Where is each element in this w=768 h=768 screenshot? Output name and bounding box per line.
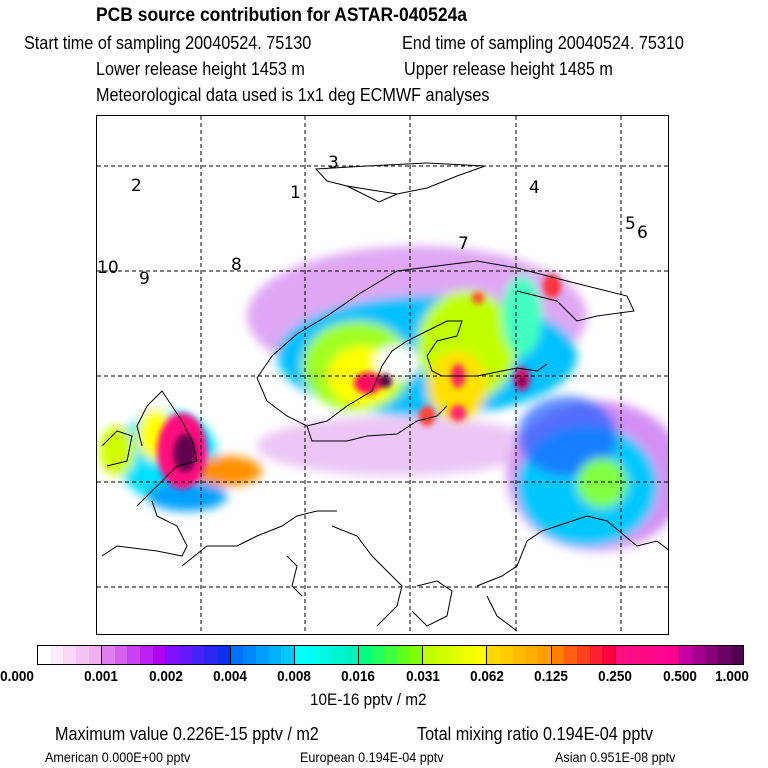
colorbar-cell bbox=[512, 646, 526, 664]
colorbar-cell bbox=[268, 646, 282, 664]
colorbar-cell bbox=[102, 646, 115, 664]
colorbar-cell bbox=[359, 646, 372, 664]
colorbar-tick-label: 0.002 bbox=[148, 668, 183, 685]
asian-contribution: Asian 0.951E-08 pptv bbox=[555, 749, 676, 765]
colorbar-cell bbox=[307, 646, 321, 664]
map-panel bbox=[96, 115, 669, 635]
colorbar-unit: 10E-16 pptv / m2 bbox=[310, 690, 427, 709]
colorbar-cell bbox=[615, 646, 629, 664]
colorbar-cell bbox=[628, 646, 642, 664]
colorbar-tick-label: 0.125 bbox=[534, 668, 569, 685]
met-data-note: Meteorological data used is 1x1 deg ECMW… bbox=[96, 85, 490, 105]
colorbar-cell bbox=[345, 646, 360, 664]
colorbar-cell bbox=[564, 646, 577, 664]
coastlines bbox=[101, 162, 668, 632]
colorbar-cell bbox=[152, 646, 167, 664]
trajectory-label-3: 3 bbox=[328, 153, 339, 173]
colorbar-cell bbox=[114, 646, 128, 664]
colorbar bbox=[37, 645, 744, 665]
colorbar-cell bbox=[576, 646, 590, 664]
colorbar-cell bbox=[705, 646, 718, 664]
colorbar-cell bbox=[50, 646, 64, 664]
colorbar-cell bbox=[191, 646, 205, 664]
concentration-hotspots bbox=[157, 274, 561, 489]
american-contribution: American 0.000E+00 pptv bbox=[45, 749, 191, 765]
colorbar-cell bbox=[409, 646, 424, 664]
colorbar-cell bbox=[320, 646, 333, 664]
colorbar-tick-label: 0.250 bbox=[598, 668, 633, 685]
colorbar-cell bbox=[75, 646, 89, 664]
colorbar-cell bbox=[63, 646, 76, 664]
colorbar-cell bbox=[371, 646, 385, 664]
colorbar-tick-label: 0.008 bbox=[277, 668, 311, 685]
colorbar-cell bbox=[641, 646, 654, 664]
trajectory-label-10: 10 bbox=[97, 258, 119, 278]
colorbar-cell bbox=[448, 646, 462, 664]
colorbar-tick-label: 0.016 bbox=[341, 668, 376, 685]
trajectory-label-2: 2 bbox=[131, 176, 142, 196]
colorbar-cell bbox=[730, 646, 744, 664]
colorbar-cell bbox=[423, 646, 436, 664]
colorbar-cell bbox=[216, 646, 231, 664]
colorbar-cell bbox=[230, 646, 244, 664]
colorbar-cell bbox=[525, 646, 538, 664]
colorbar-cell bbox=[38, 646, 51, 664]
colorbar-cell bbox=[666, 646, 681, 664]
colorbar-tick-label: 0.000 bbox=[0, 668, 34, 685]
start-time: Start time of sampling 20040524. 75130 bbox=[24, 33, 312, 53]
colorbar-cell bbox=[435, 646, 449, 664]
trajectory-label-6: 6 bbox=[637, 223, 648, 243]
colorbar-cell bbox=[537, 646, 552, 664]
colorbar-cell bbox=[255, 646, 269, 664]
grid-lines bbox=[97, 116, 668, 634]
colorbar-tick-label: 1.000 bbox=[715, 668, 749, 685]
end-time: End time of sampling 20040524. 75310 bbox=[402, 33, 684, 53]
trajectory-label-7: 7 bbox=[458, 234, 469, 254]
colorbar-cell bbox=[717, 646, 731, 664]
colorbar-cell bbox=[653, 646, 667, 664]
european-contribution: European 0.194E-04 pptv bbox=[300, 749, 444, 765]
colorbar-cell bbox=[680, 646, 693, 664]
colorbar-cell bbox=[294, 646, 308, 664]
colorbar-tick-label: 0.004 bbox=[212, 668, 247, 685]
trajectory-label-5: 5 bbox=[625, 214, 636, 234]
colorbar-tick-label: 0.500 bbox=[662, 668, 697, 685]
colorbar-cell bbox=[487, 646, 501, 664]
colorbar-cell bbox=[166, 646, 180, 664]
trajectory-label-8: 8 bbox=[231, 255, 242, 275]
colorbar-cell bbox=[281, 646, 295, 664]
figure-title: PCB source contribution for ASTAR-040524… bbox=[96, 5, 468, 26]
colorbar-cell bbox=[332, 646, 346, 664]
colorbar-cell bbox=[461, 646, 474, 664]
colorbar-cell bbox=[500, 646, 513, 664]
concentration-field bbox=[99, 246, 668, 551]
trajectory-label-9: 9 bbox=[139, 269, 150, 289]
colorbar-cell bbox=[589, 646, 603, 664]
colorbar-cell bbox=[243, 646, 256, 664]
colorbar-cell bbox=[692, 646, 706, 664]
trajectory-label-4: 4 bbox=[529, 178, 540, 198]
colorbar-tick-label: 0.062 bbox=[470, 668, 504, 685]
total-mixing-ratio: Total mixing ratio 0.194E-04 pptv bbox=[417, 724, 653, 744]
colorbar-cell bbox=[140, 646, 153, 664]
trajectory-label-1: 1 bbox=[290, 183, 301, 203]
colorbar-cell bbox=[204, 646, 217, 664]
maximum-value: Maximum value 0.226E-15 pptv / m2 bbox=[55, 724, 319, 744]
colorbar-tick-label: 0.001 bbox=[84, 668, 119, 685]
concentration-map bbox=[97, 116, 668, 634]
upper-release-height: Upper release height 1485 m bbox=[404, 59, 613, 79]
colorbar-cell bbox=[396, 646, 410, 664]
colorbar-cell bbox=[127, 646, 141, 664]
colorbar-cell bbox=[602, 646, 616, 664]
colorbar-cell bbox=[551, 646, 565, 664]
lower-release-height: Lower release height 1453 m bbox=[96, 59, 305, 79]
colorbar-cell bbox=[473, 646, 488, 664]
colorbar-tick-label: 0.031 bbox=[405, 668, 440, 685]
colorbar-cell bbox=[88, 646, 103, 664]
colorbar-cell bbox=[179, 646, 192, 664]
colorbar-cell bbox=[384, 646, 397, 664]
